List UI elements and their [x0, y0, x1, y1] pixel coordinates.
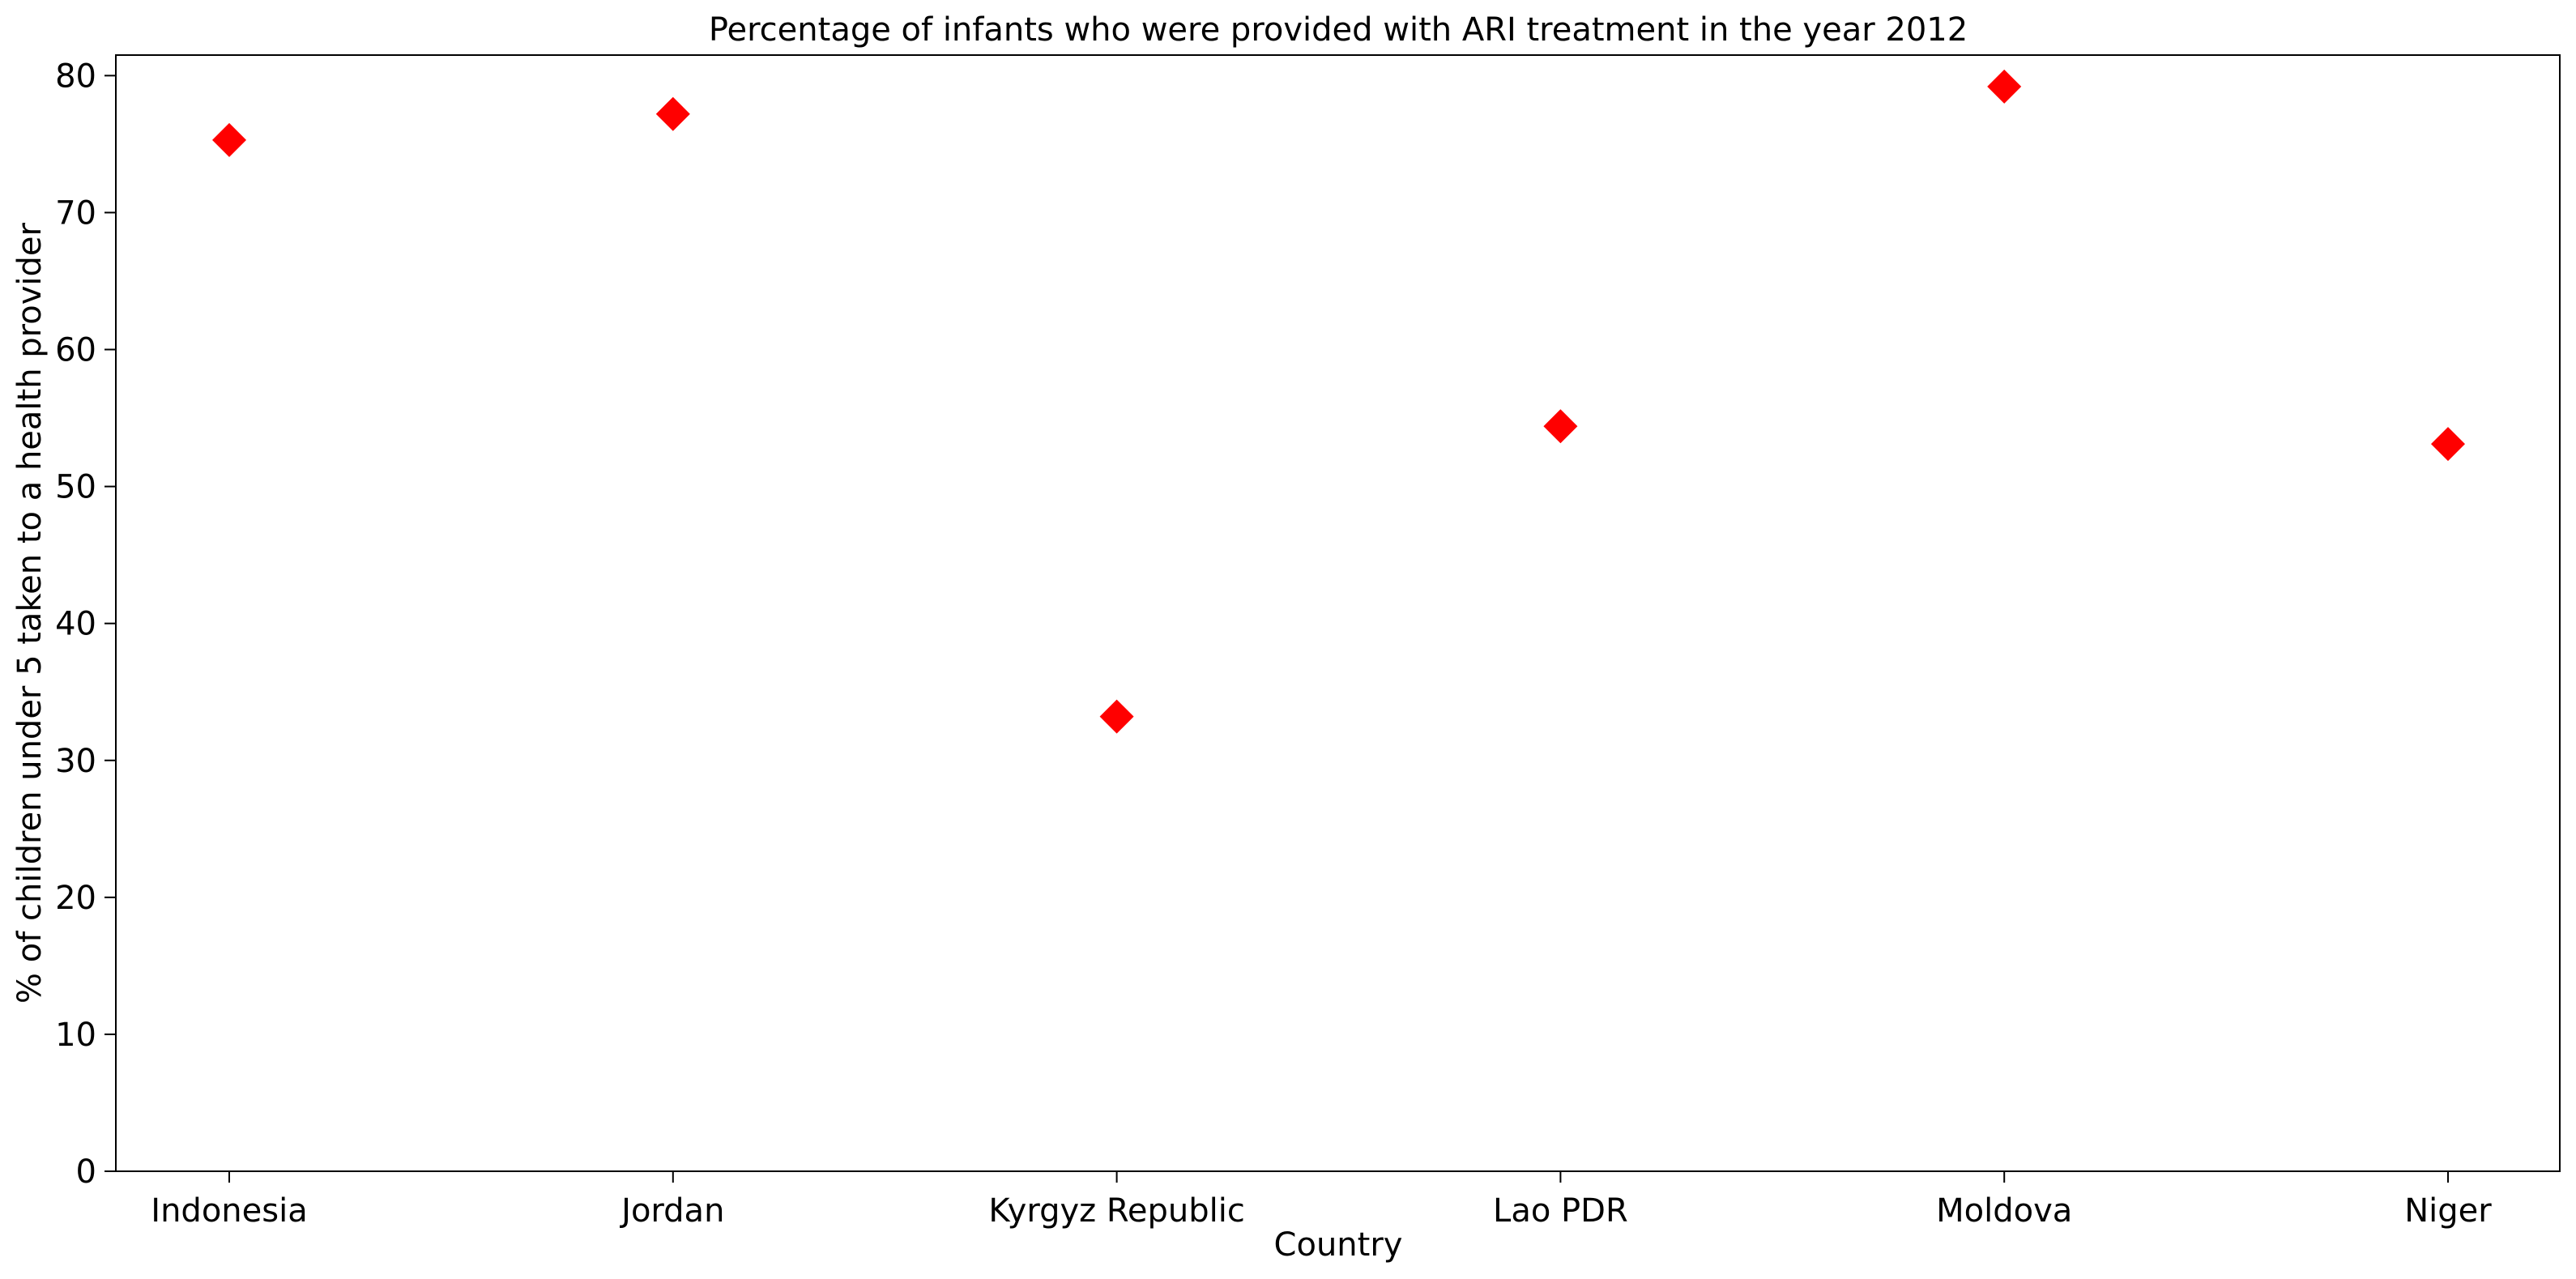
x-tick-label: Kyrgyz Republic — [988, 1192, 1244, 1230]
x-tick-label: Jordan — [619, 1192, 724, 1230]
data-points — [212, 69, 2465, 734]
x-tick-label: Lao PDR — [1493, 1192, 1628, 1230]
data-point-lao-pdr — [1543, 409, 1578, 444]
y-tick-label: 20 — [55, 880, 96, 917]
y-tick-label: 10 — [55, 1017, 96, 1054]
x-axis-label: Country — [1274, 1226, 1403, 1264]
plot-frame — [115, 54, 2561, 1172]
data-point-niger — [2431, 427, 2465, 462]
y-tick-label: 80 — [55, 58, 96, 95]
y-axis-label: % of children under 5 taken to a health … — [11, 222, 49, 1003]
chart-title: Percentage of infants who were provided … — [709, 11, 1968, 49]
y-tick-label: 40 — [55, 606, 96, 643]
x-axis-ticks: Indonesia Jordan Kyrgyz Republic Lao PDR Mol… — [151, 1171, 2492, 1230]
data-point-indonesia — [212, 122, 246, 157]
y-tick-label: 30 — [55, 743, 96, 780]
y-tick-label: 60 — [55, 332, 96, 369]
data-point-jordan — [655, 96, 690, 131]
y-tick-label: 70 — [55, 194, 96, 232]
x-tick-label: Niger — [2404, 1192, 2492, 1230]
y-tick-label: 50 — [55, 469, 96, 506]
data-point-kyrgyz-republic — [1099, 699, 1134, 734]
data-point-moldova — [1987, 69, 2022, 104]
y-tick-label: 0 — [76, 1153, 96, 1191]
x-tick-label: Moldova — [1936, 1192, 2072, 1230]
x-tick-label: Indonesia — [151, 1192, 307, 1230]
y-axis-ticks: 0 10 20 30 40 50 60 70 80 — [55, 58, 116, 1191]
